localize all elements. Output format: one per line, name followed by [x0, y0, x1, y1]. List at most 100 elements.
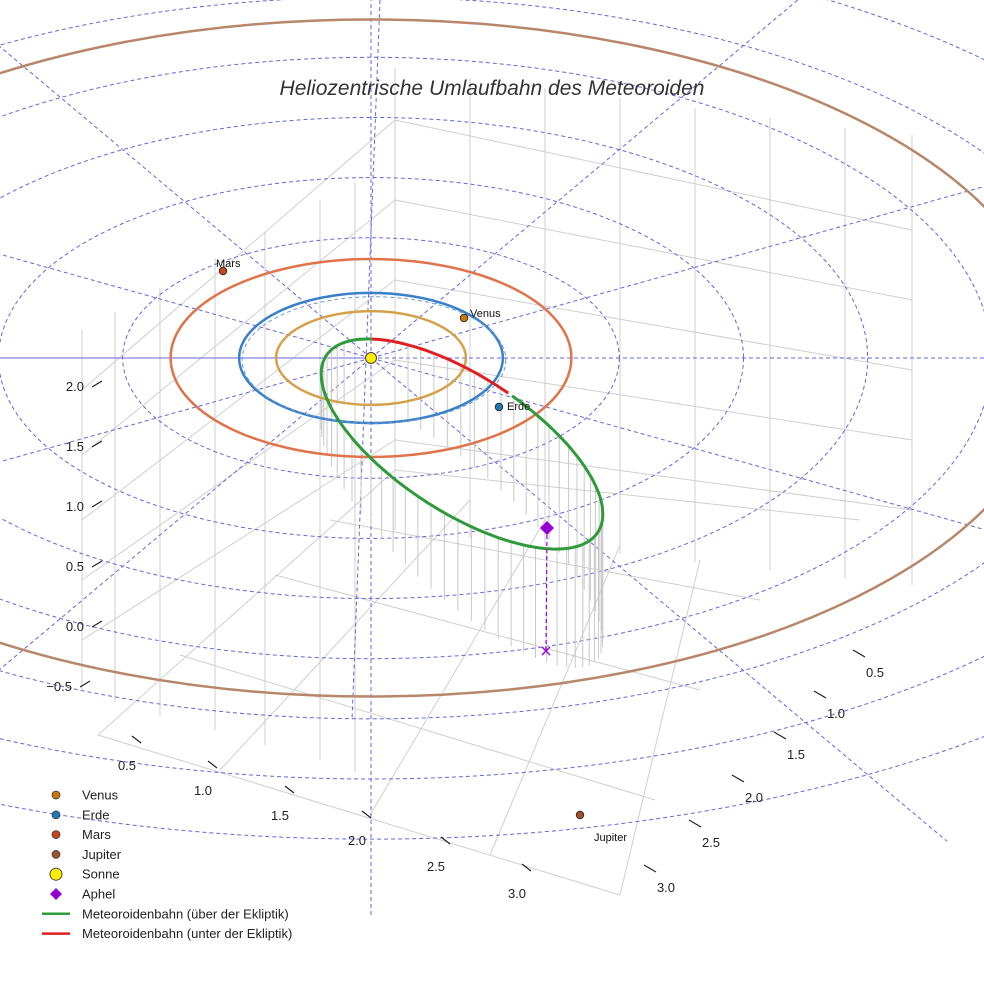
ecliptic-spoke-2 — [370, 357, 948, 842]
y-tick-label: 2.0 — [745, 790, 763, 805]
legend-label: Venus — [82, 788, 119, 803]
planet-jupiter — [575, 810, 585, 820]
planet-markers: Venus Erde Mars Jupiter — [216, 258, 627, 844]
x-tick-label: 1.5 — [271, 808, 289, 823]
ecliptic-ring-3 — [0, 56, 984, 660]
legend-label: Sonne — [82, 867, 120, 882]
back-wall-grid — [394, 68, 913, 585]
floor-grid — [97, 469, 861, 896]
ecliptic-spoke-1 — [370, 357, 984, 530]
y-tick-mark — [643, 864, 657, 873]
planet-label-erde: Erde — [507, 401, 530, 413]
z-tick-mark — [91, 560, 103, 568]
z-tick-label: 2.0 — [66, 379, 84, 394]
ecliptic-spoke-7 — [0, 253, 372, 359]
legend-marker-dot — [51, 790, 61, 800]
x-tick-mark — [207, 760, 218, 769]
x-tick-mark — [284, 785, 295, 794]
chart-title: Heliozentrische Umlaufbahn des Meteoroid… — [280, 77, 705, 100]
x-tick-label: 1.0 — [194, 783, 212, 798]
orbit-erde — [237, 291, 505, 425]
legend-label: Erde — [82, 807, 109, 822]
y-tick-mark — [773, 731, 787, 740]
ecliptic-spoke-5 — [0, 357, 372, 463]
y-tick-label: 1.5 — [787, 747, 805, 762]
left-wall-grid — [81, 182, 356, 772]
z-tick-mark — [91, 620, 103, 628]
legend-label: Meteoroidenbahn (über der Ekliptik) — [82, 906, 289, 921]
legend-item: Venus — [51, 788, 119, 803]
legend-item: Aphel — [50, 887, 115, 902]
ecliptic-ring-6 — [0, 735, 984, 840]
axes: −0.5 0.0 0.5 1.0 1.5 2.0 0.5 1.0 1.5 2.0 2.5 3.0 0.5… — [46, 379, 884, 901]
orbit-venus — [274, 309, 468, 407]
z-tick-label: 1.5 — [66, 439, 84, 454]
y-tick-mark — [731, 774, 745, 783]
orbit-erde-ecliptic — [241, 296, 507, 424]
ecliptic-spoke-4 — [0, 357, 372, 670]
x-tick-label: 2.0 — [348, 833, 366, 848]
legend-marker-sun — [49, 867, 63, 881]
legend-item: Meteoroidenbahn (unter der Ekliptik) — [42, 926, 292, 941]
meteoroid-below-ecliptic — [371, 337, 510, 395]
ecliptic-spoke-8 — [0, 46, 372, 359]
legend-marker-diamond — [50, 888, 62, 900]
legend-item: Mars — [51, 827, 111, 842]
x-tick-mark — [131, 735, 142, 744]
planet-mars — [218, 266, 228, 276]
z-tick-mark — [91, 440, 103, 448]
x-tick-mark — [361, 810, 372, 819]
x-tick-mark — [440, 836, 451, 845]
ecliptic-grid — [0, 0, 984, 916]
x-tick-mark — [521, 863, 532, 872]
x-tick-label: 0.5 — [118, 758, 136, 773]
z-tick-label: 0.5 — [66, 559, 84, 574]
legend-item: Meteoroidenbahn (über der Ekliptik) — [42, 906, 289, 921]
legend-item: Jupiter — [51, 847, 122, 862]
aphel-group — [540, 521, 554, 656]
meteoroid-above-ecliptic — [319, 337, 605, 551]
y-tick-mark — [813, 690, 827, 699]
y-tick-label: 1.0 — [827, 706, 845, 721]
z-tick-mark — [79, 680, 91, 688]
legend-label: Meteoroidenbahn (unter der Ekliptik) — [82, 926, 292, 941]
aphel-projection — [541, 646, 551, 656]
legend-item: Sonne — [49, 867, 120, 882]
legend-label: Jupiter — [82, 847, 122, 862]
meteoroid-orbit — [319, 337, 605, 551]
planet-label-venus: Venus — [470, 308, 501, 320]
planet-erde — [494, 402, 504, 412]
y-tick-mark — [852, 649, 866, 658]
legend: Venus Erde Mars Jupiter Sonne Aphel Meteoroide… — [42, 788, 292, 941]
ecliptic-ring-5 — [0, 0, 984, 780]
planet-label-jupiter: Jupiter — [594, 832, 627, 844]
orbit-jupiter — [0, 18, 984, 698]
z-tick-label: 0.0 — [66, 619, 84, 634]
legend-marker-dot — [51, 830, 61, 839]
y-tick-mark — [688, 819, 702, 828]
legend-label: Aphel — [82, 887, 115, 902]
aphel-marker — [540, 521, 554, 535]
y-tick-label: 3.0 — [657, 880, 675, 895]
x-tick-label: 2.5 — [427, 859, 445, 874]
legend-label: Mars — [82, 827, 111, 842]
ecliptic-ring-4 — [0, 0, 984, 720]
sun-marker — [365, 352, 377, 364]
legend-item: Erde — [51, 807, 109, 822]
y-tick-label: 0.5 — [866, 665, 884, 680]
ecliptic-spoke-10 — [370, 0, 799, 359]
z-tick-mark — [91, 380, 103, 388]
planet-label-mars: Mars — [216, 258, 241, 270]
z-tick-label: 1.0 — [66, 499, 84, 514]
back-wall-h — [394, 119, 913, 511]
z-tick-label: −0.5 — [46, 679, 72, 694]
left-wall-h — [81, 119, 396, 641]
legend-marker-dot — [51, 850, 61, 859]
planet-venus — [459, 313, 469, 323]
z-tick-mark — [91, 500, 103, 508]
y-tick-label: 2.5 — [702, 835, 720, 850]
legend-marker-dot — [51, 810, 61, 820]
x-tick-label: 3.0 — [508, 886, 526, 901]
box-grid — [81, 68, 913, 896]
